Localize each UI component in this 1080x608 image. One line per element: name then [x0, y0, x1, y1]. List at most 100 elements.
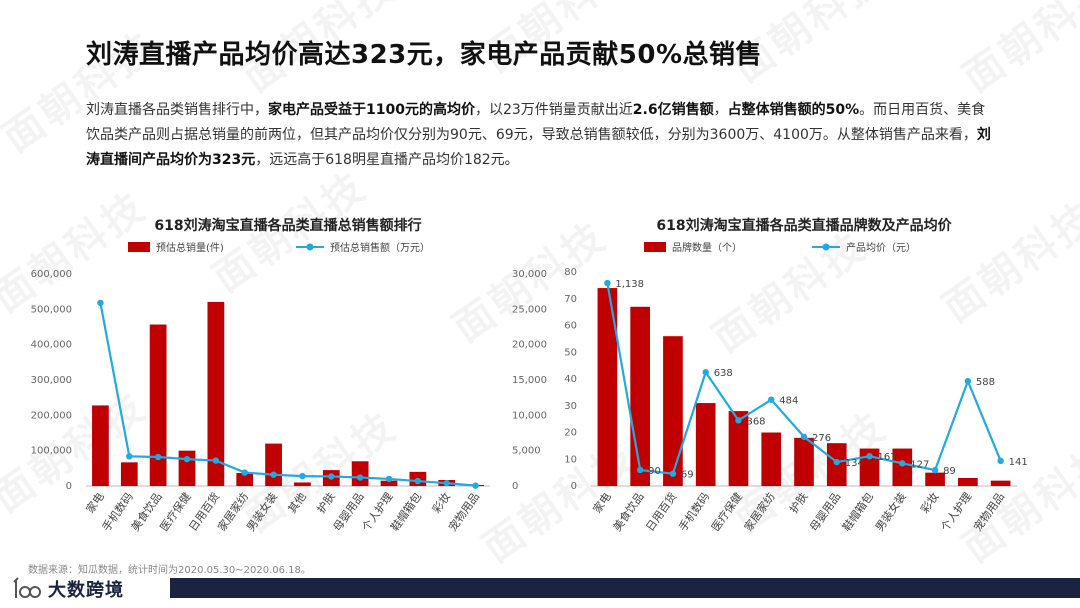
bar — [207, 301, 225, 486]
y-left-tick-label: 10 — [564, 454, 577, 465]
line-data-label: 1,138 — [615, 279, 644, 290]
line-data-label: 69 — [681, 470, 694, 481]
line-point — [97, 299, 104, 307]
line-point — [385, 475, 393, 483]
y-left-tick-label: 100,000 — [31, 446, 72, 457]
x-tick-label: 家居家纺 — [741, 490, 778, 534]
bar — [794, 437, 814, 486]
paragraph-highlight: 2.6亿销售额 — [632, 102, 714, 118]
line-point — [604, 279, 611, 287]
line-point — [899, 460, 906, 467]
line-point — [356, 474, 364, 481]
line-point — [270, 471, 277, 478]
y-left-tick-label: 20 — [564, 428, 577, 439]
watermark-text: 面朝科技 — [949, 0, 1080, 103]
y-left-tick-label: 60 — [564, 321, 577, 332]
y-right-tick-label: 25,000 — [512, 304, 547, 315]
x-tick-label: 彩妆 — [430, 490, 453, 515]
legend-line-marker — [822, 243, 830, 251]
summary-paragraph: 刘涛直播各品类销售排行中，家电产品受益于1100元的高均价，以23万件销量贡献出… — [86, 98, 996, 173]
legend-line-label: 预估总销售额（万元） — [330, 241, 430, 254]
brand-logo: 大数跨境 — [12, 572, 124, 606]
x-tick-label: 护肤 — [786, 490, 810, 516]
line-point — [414, 477, 422, 485]
x-tick-label: 母婴用品 — [807, 490, 843, 533]
x-tick-label: 医疗保健 — [708, 490, 745, 534]
bar — [892, 448, 913, 486]
line-point — [964, 377, 972, 385]
x-tick-label: 其他 — [286, 490, 309, 515]
brand-price-chart: 618刘涛淘宝直播各品类直播品牌数及产品均价 品牌数量（个） 产品均价（元） 0 10 2… — [555, 208, 1075, 578]
y-left-tick-label: 600,000 — [31, 269, 72, 280]
line-data-label: 127 — [910, 459, 929, 470]
bar — [695, 403, 716, 486]
x-tick-label: 彩妆 — [918, 490, 941, 515]
line-point — [154, 453, 162, 461]
y-right-tick-label: 10,000 — [512, 410, 547, 421]
y-left-tick-label: 70 — [564, 294, 577, 305]
bar — [351, 461, 369, 486]
line-data-label: 167 — [878, 452, 897, 463]
y-right-tick-label: 5,000 — [512, 446, 541, 457]
x-tick-label: 鞋帽箱包 — [839, 490, 876, 534]
y-left-tick-label: 400,000 — [31, 340, 72, 351]
legend-line-label: 产品均价（元） — [846, 241, 916, 254]
bar — [925, 472, 945, 486]
line-point — [636, 466, 644, 474]
x-tick-label: 个人护理 — [938, 490, 975, 534]
line-data-label: 134 — [845, 458, 864, 469]
legend-bar-label: 预估总销量(件) — [156, 241, 224, 254]
y-right-tick-label: 0 — [512, 481, 518, 492]
paragraph-highlight: 刘涛直播间产品均价为323元 — [86, 127, 991, 168]
bar — [761, 432, 782, 486]
legend-bar-swatch — [644, 242, 666, 252]
line-point — [443, 479, 450, 487]
line-point — [866, 453, 873, 460]
bar — [663, 336, 683, 486]
paragraph-text: 。而日用百货、美食饮品类产品则占据总销量的前两位，但其产品均价仅分别为90元、6… — [86, 102, 986, 143]
footer-bar — [170, 578, 1080, 598]
x-tick-label: 护肤 — [314, 490, 338, 516]
legend-line-marker — [306, 243, 314, 251]
line-point — [241, 469, 248, 476]
bar — [120, 462, 138, 486]
y-right-tick-label: 30,000 — [512, 269, 547, 280]
paragraph-text: 刘涛直播各品类销售排行中， — [86, 102, 268, 118]
paragraph-text: ，以23万件销量贡献出近 — [474, 102, 633, 118]
bar — [236, 472, 254, 486]
bar — [990, 480, 1011, 486]
line-data-label: 141 — [1009, 457, 1028, 468]
y-right-tick-label: 20,000 — [512, 340, 547, 351]
bar — [630, 306, 650, 486]
sales-ranking-chart: 618刘涛淘宝直播各品类直播总销售额排行预估总销量(件) 预估总销售额（万元） 0 1… — [20, 208, 560, 578]
line-point — [299, 472, 306, 480]
line-point — [931, 466, 939, 474]
line-point — [800, 433, 808, 440]
page-title: 刘涛直播产品均价高达323元，家电产品贡献50%总销售 — [86, 40, 763, 70]
x-tick-label: 日用百货 — [643, 490, 680, 534]
line-point — [702, 369, 709, 376]
x-tick-label: 手机数码 — [675, 490, 712, 534]
chart-title: 618刘涛淘宝直播各品类直播品牌数及产品均价 — [656, 217, 952, 234]
legend-bar-swatch — [128, 242, 150, 252]
logo-text: 大数跨境 — [48, 580, 124, 601]
line-data-label: 276 — [812, 433, 831, 444]
y-left-tick-label: 0 — [66, 481, 72, 492]
chart-title: 618刘涛淘宝直播各品类直播总销售额排行 — [154, 217, 421, 234]
line-point — [126, 453, 133, 460]
line-point — [212, 457, 220, 464]
y-left-tick-label: 80 — [564, 267, 577, 278]
y-left-tick-label: 30 — [564, 401, 577, 412]
x-tick-label: 男装女装 — [872, 490, 909, 534]
line-point — [768, 396, 775, 403]
bar — [728, 411, 749, 486]
y-right-tick-label: 15,000 — [512, 375, 547, 386]
logo-mark-icon — [13, 577, 41, 598]
legend-bar-label: 品牌数量（个） — [672, 241, 742, 254]
bar — [294, 482, 311, 486]
line-data-label: 638 — [714, 368, 733, 379]
x-tick-label: 宠物用品 — [970, 490, 1007, 534]
line-data-label: 90 — [648, 466, 661, 477]
